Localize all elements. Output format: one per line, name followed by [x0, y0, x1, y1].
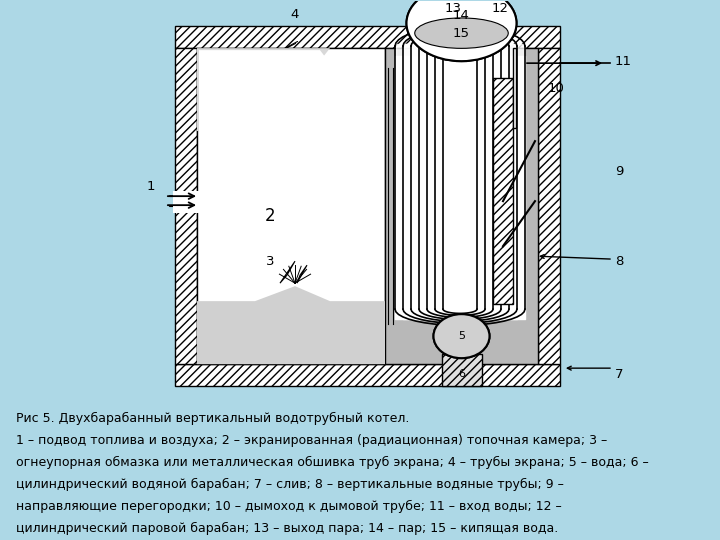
Bar	[173, 191, 199, 213]
Text: 3: 3	[266, 255, 274, 268]
Bar	[538, 48, 560, 364]
Bar	[513, 78, 516, 304]
Polygon shape	[197, 48, 385, 364]
Polygon shape	[199, 50, 383, 299]
Text: 5: 5	[458, 331, 465, 341]
Text: 15: 15	[453, 26, 470, 39]
Ellipse shape	[407, 0, 516, 61]
Text: Рис 5. Двухбарабанный вертикальный водотрубный котел.: Рис 5. Двухбарабанный вертикальный водот…	[16, 412, 409, 425]
Bar	[175, 26, 560, 386]
Text: цилиндрический водяной барабан; 7 – слив; 8 – вертикальные водяные трубы; 9 –: цилиндрический водяной барабан; 7 – слив…	[16, 478, 564, 491]
Bar	[175, 48, 197, 364]
Ellipse shape	[415, 14, 508, 48]
Bar	[513, 48, 516, 128]
Bar	[441, 354, 482, 386]
Polygon shape	[197, 48, 330, 131]
Text: направляющие перегородки; 10 – дымоход к дымовой трубе; 11 – вход воды; 12 –: направляющие перегородки; 10 – дымоход к…	[16, 500, 562, 513]
Polygon shape	[197, 286, 385, 364]
Text: 9: 9	[615, 165, 624, 178]
Ellipse shape	[415, 18, 508, 49]
Bar	[493, 78, 513, 304]
Text: 1 – подвод топлива и воздуха; 2 – экранированная (радиационная) топочная камера;: 1 – подвод топлива и воздуха; 2 – экрани…	[16, 434, 607, 447]
Text: 12: 12	[492, 2, 508, 15]
Text: 10: 10	[548, 82, 565, 94]
Ellipse shape	[433, 314, 490, 358]
Text: 14: 14	[453, 9, 470, 22]
Text: 8: 8	[615, 255, 624, 268]
Text: 7: 7	[615, 368, 624, 381]
Bar	[175, 26, 560, 48]
Text: 13: 13	[445, 2, 462, 15]
Text: 1: 1	[146, 180, 155, 193]
Ellipse shape	[407, 0, 516, 61]
Bar	[441, 354, 482, 386]
Text: 4: 4	[291, 8, 300, 21]
Ellipse shape	[433, 314, 490, 358]
Text: 2: 2	[265, 207, 275, 225]
Bar	[385, 48, 538, 364]
Text: цилиндрический паровой барабан; 13 – выход пара; 14 – пар; 15 – кипящая вода.: цилиндрический паровой барабан; 13 – вых…	[16, 522, 558, 535]
Text: 11: 11	[615, 55, 632, 68]
Bar	[175, 364, 560, 386]
Text: огнеупорная обмазка или металлическая обшивка труб экрана; 4 – трубы экрана; 5 –: огнеупорная обмазка или металлическая об…	[16, 456, 649, 469]
Text: 6: 6	[458, 369, 465, 379]
